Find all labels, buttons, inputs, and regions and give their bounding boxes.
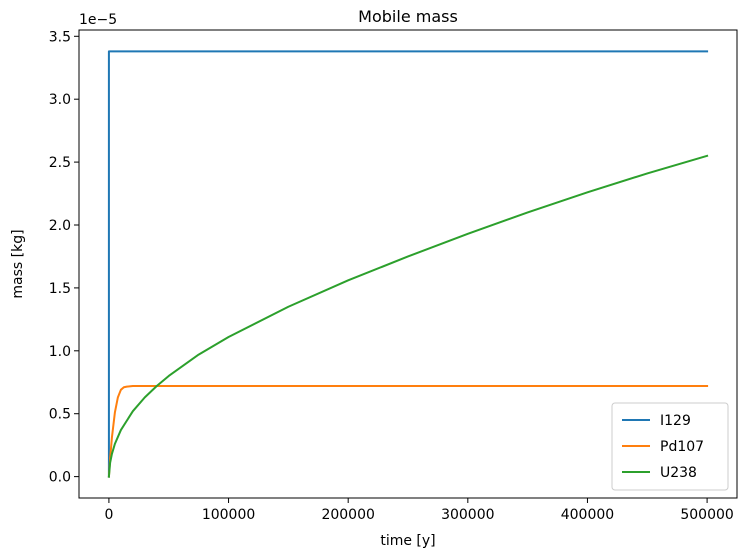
y-axis: 0.0 0.5 1.0 1.5 2.0 2.5 3.0 3.5 xyxy=(49,29,79,486)
y-tick-label: 3.5 xyxy=(49,29,71,45)
y-axis-label: mass [kg] xyxy=(10,229,26,298)
x-tick-label: 400000 xyxy=(561,507,614,523)
x-tick-label: 300000 xyxy=(441,507,494,523)
x-tick-label: 200000 xyxy=(321,507,374,523)
plot-area xyxy=(78,29,738,499)
legend: I129 Pd107 U238 xyxy=(611,402,729,491)
y-tick-label: 2.0 xyxy=(49,218,71,234)
series-line-u238 xyxy=(107,154,709,478)
series-line-pd107 xyxy=(107,385,709,478)
x-tick-label: 0 xyxy=(104,507,113,523)
plot-frame xyxy=(78,29,738,499)
x-tick-label: 500000 xyxy=(680,507,733,523)
x-tick-label: 100000 xyxy=(202,507,255,523)
y-tick-label: 0.5 xyxy=(49,407,71,423)
series-layer xyxy=(107,50,709,478)
chart-title: Mobile mass xyxy=(358,7,458,26)
legend-label: I129 xyxy=(660,413,691,429)
y-offset-label: 1e−5 xyxy=(79,12,117,28)
y-tick-label: 3.0 xyxy=(49,92,71,108)
y-tick-label: 0.0 xyxy=(49,470,71,486)
y-tick-label: 2.5 xyxy=(49,155,71,171)
x-axis: 0 100000 200000 300000 400000 500000 xyxy=(104,498,734,523)
series-line-i129 xyxy=(107,50,709,478)
y-tick-label: 1.0 xyxy=(49,344,71,360)
y-tick-label: 1.5 xyxy=(49,281,71,297)
legend-box xyxy=(611,402,729,491)
legend-label: U238 xyxy=(660,465,697,481)
legend-label: Pd107 xyxy=(660,439,704,455)
x-axis-label: time [y] xyxy=(380,533,435,549)
